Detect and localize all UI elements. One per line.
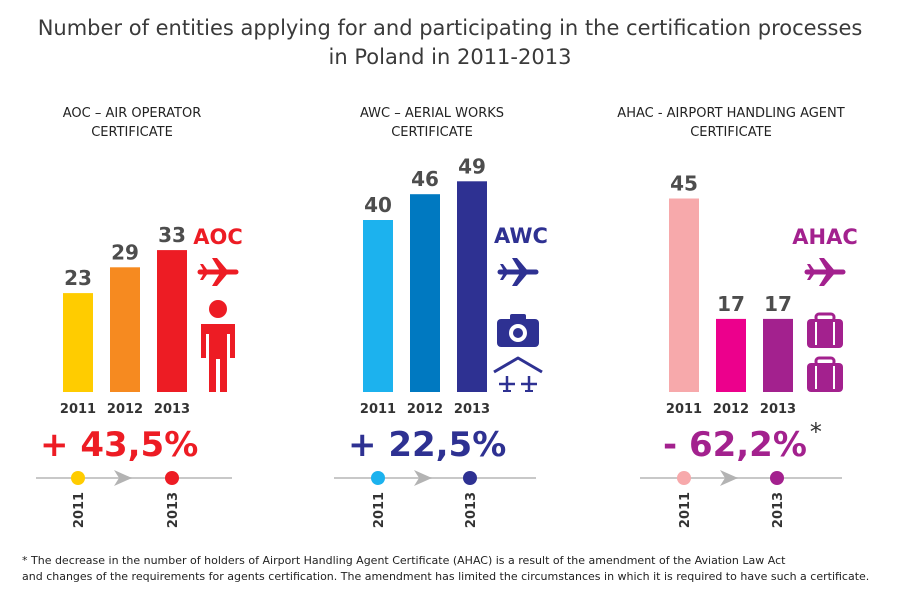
suitcase-icon: [807, 356, 843, 392]
awc-change-percent: + 22,5%: [348, 425, 506, 465]
ahac-title-line1: AHAC - AIRPORT HANDLING AGENT: [617, 106, 845, 121]
aoc-timeline-end-dot: [165, 471, 179, 485]
ahac-year-label-2012: 2012: [713, 402, 749, 417]
aoc-year-label-2012: 2012: [107, 402, 143, 417]
aoc-year-label-2013: 2013: [154, 402, 190, 417]
ahac-panel-title: AHAC - AIRPORT HANDLING AGENT CERTIFICAT…: [600, 104, 862, 142]
ahac-value-label-2013: 17: [764, 292, 792, 316]
awc-year-label-2011: 2011: [360, 402, 396, 417]
awc-timeline-end-dot: [463, 471, 477, 485]
ahac-timeline-start-label: 2011: [678, 492, 693, 528]
aoc-panel: 23 2011 29 2012 33 2013 AOC + 43,5% 2011 2013: [36, 223, 243, 528]
awc-panel-title: AWC – AERIAL WORKS CERTIFICATE: [302, 104, 562, 142]
awc-value-label-2013: 49: [458, 154, 486, 178]
arrow-right-icon: [720, 470, 738, 486]
awc-timeline-end-label: 2013: [464, 492, 479, 528]
ahac-series-label: AHAC: [792, 225, 858, 249]
aoc-title-line2: CERTIFICATE: [91, 125, 173, 140]
aoc-value-label-2012: 29: [111, 240, 139, 264]
ahac-bar-2013: [763, 318, 793, 392]
awc-timeline-start-label: 2011: [372, 492, 387, 528]
awc-title-line2: CERTIFICATE: [391, 125, 473, 140]
awc-year-label-2012: 2012: [407, 402, 443, 417]
hangar-icon: [493, 356, 543, 392]
ahac-timeline-end-label: 2013: [771, 492, 786, 528]
aoc-bar-2013: [157, 250, 187, 392]
ahac-timeline-end-dot: [770, 471, 784, 485]
chart-title-line1: Number of entities applying for and part…: [37, 16, 863, 40]
camera-icon: [497, 314, 539, 347]
ahac-panel: 45 2011 17 2012 17 2013 AHAC - 62,2% * 2011 2013: [640, 172, 858, 528]
ahac-year-label-2011: 2011: [666, 402, 702, 417]
awc-year-label-2013: 2013: [454, 402, 490, 417]
ahac-value-label-2012: 17: [717, 292, 745, 316]
aoc-bar-2011: [63, 293, 93, 392]
aoc-timeline-start-label: 2011: [72, 492, 87, 528]
ahac-change-percent: - 62,2%: [663, 425, 807, 465]
ahac-timeline-start-dot: [677, 471, 691, 485]
awc-value-label-2012: 46: [411, 167, 439, 191]
aoc-timeline-start-dot: [71, 471, 85, 485]
suitcase-icon: [807, 312, 843, 348]
aoc-value-label-2013: 33: [158, 223, 186, 247]
aoc-timeline-end-label: 2013: [166, 492, 181, 528]
footnote: * The decrease in the number of holders …: [22, 553, 892, 585]
airplane-icon: [197, 258, 239, 286]
arrow-right-icon: [114, 470, 132, 486]
ahac-change-footnote-mark: *: [810, 418, 822, 446]
ahac-value-label-2011: 45: [670, 172, 698, 196]
awc-title-line1: AWC – AERIAL WORKS: [359, 106, 504, 121]
aoc-bar-2012: [110, 267, 140, 392]
awc-bar-2013: [457, 181, 487, 392]
aoc-year-label-2011: 2011: [60, 402, 96, 417]
footnote-line1: * The decrease in the number of holders …: [22, 554, 786, 567]
aoc-panel-title: AOC – AIR OPERATOR CERTIFICATE: [2, 104, 262, 142]
chart-title-line2: in Poland in 2011-2013: [328, 45, 572, 69]
awc-bar-2012: [410, 194, 440, 392]
awc-timeline-start-dot: [371, 471, 385, 485]
ahac-bar-2011: [669, 198, 699, 392]
aoc-value-label-2011: 23: [64, 266, 92, 290]
ahac-year-label-2013: 2013: [760, 402, 796, 417]
footnote-line2: and changes of the requirements for agen…: [22, 570, 870, 583]
airplane-icon: [497, 258, 539, 286]
person-icon: [201, 300, 235, 392]
aoc-series-label: AOC: [193, 225, 243, 249]
airplane-icon: [804, 258, 846, 286]
ahac-title-line2: CERTIFICATE: [690, 125, 772, 140]
aoc-title-line1: AOC – AIR OPERATOR: [62, 106, 202, 121]
ahac-bar-2012: [716, 318, 746, 392]
awc-value-label-2011: 40: [364, 193, 392, 217]
arrow-right-icon: [414, 470, 432, 486]
aoc-change-percent: + 43,5%: [40, 425, 198, 465]
awc-series-label: AWC: [494, 224, 548, 248]
awc-panel: 40 2011 46 2012 49 2013 AWC + 22,5% 2011 2013: [334, 154, 548, 528]
chart-title: Number of entities applying for and part…: [0, 14, 900, 72]
awc-bar-2011: [363, 220, 393, 392]
